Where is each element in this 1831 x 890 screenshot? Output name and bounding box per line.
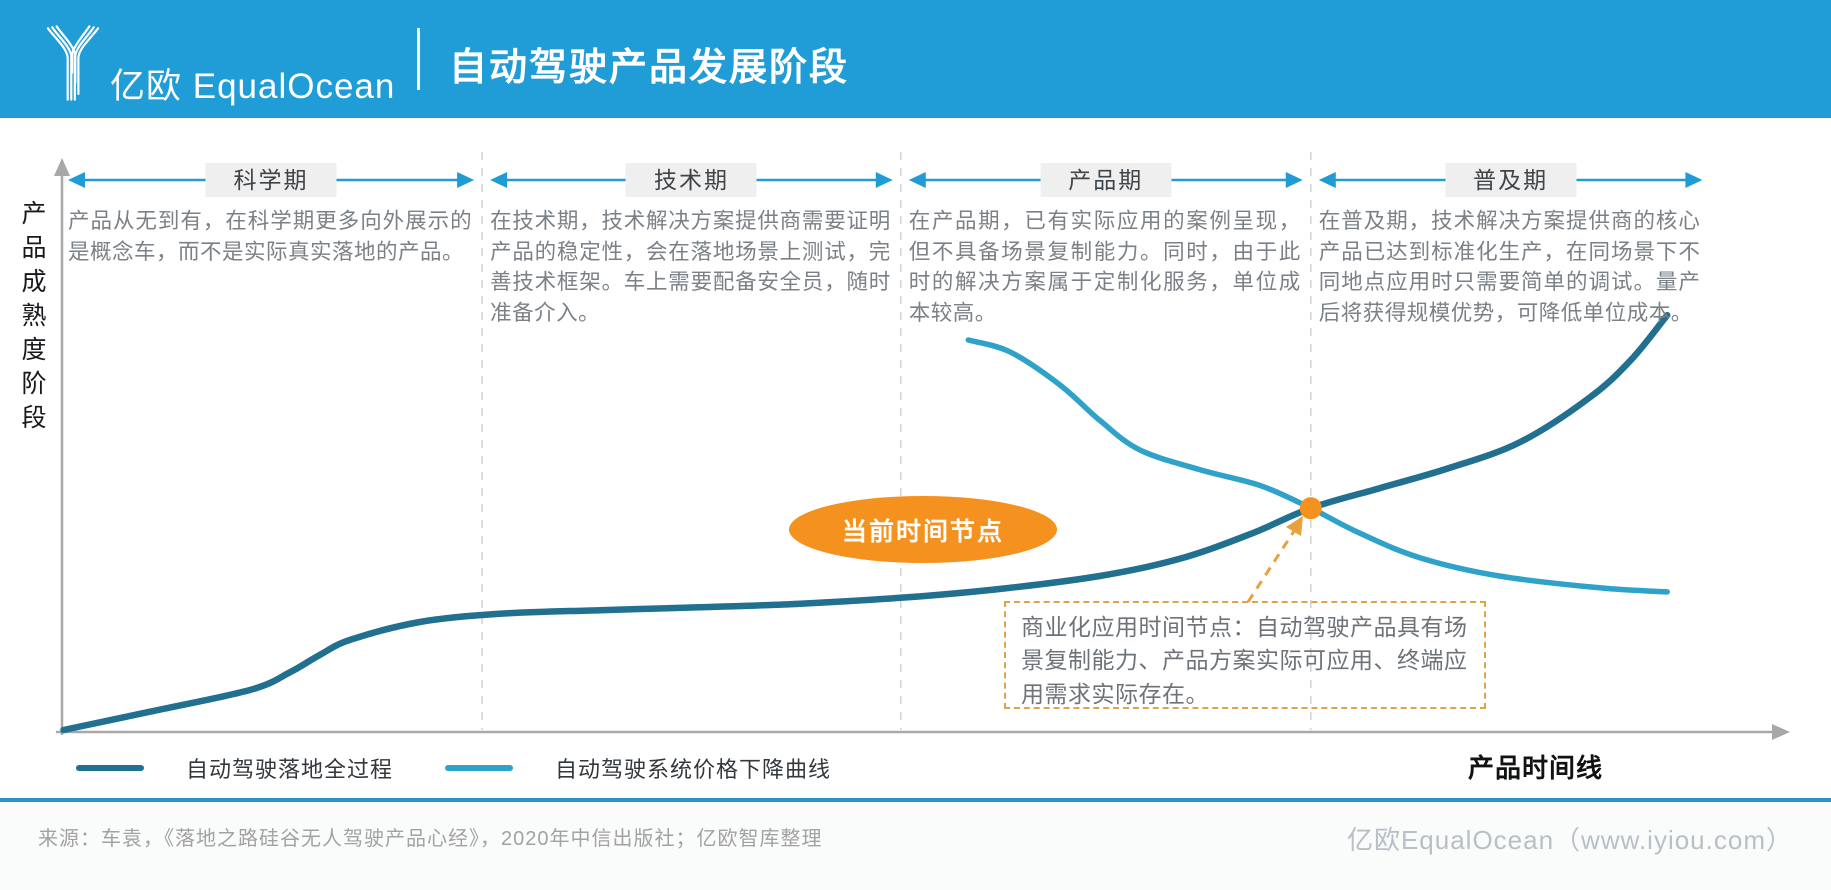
note-arrow	[1246, 516, 1303, 603]
y-axis	[54, 158, 70, 735]
phase-divider-lines	[481, 152, 1312, 730]
data-curves	[60, 311, 1671, 734]
footer-divider-line	[0, 798, 1831, 802]
page-title: 自动驾驶产品发展阶段	[449, 47, 850, 89]
equalocean-logo-icon	[46, 25, 100, 101]
phase-label-popular: 普及期	[1445, 163, 1577, 197]
phase-label-tech: 技术期	[625, 163, 757, 197]
footer-strip	[0, 802, 1831, 890]
current-time-node-badge: 当前时间节点	[789, 496, 1057, 563]
phase-desc-product: 在产品期，已有实际应用的案例呈现，但不具备场景复制能力。同时，由于此时的解决方案…	[908, 209, 1301, 325]
legend-label-light: 自动驾驶系统价格下降曲线	[555, 757, 832, 782]
phase-label-science: 科学期	[205, 163, 337, 197]
site-credit: 亿欧EqualOcean（www.iyiou.com）	[1346, 825, 1793, 855]
legend-label-dark: 自动驾驶落地全过程	[186, 757, 394, 782]
phase-desc-popular: 在普及期，技术解决方案提供商的核心产品已达到标准化生产，在同场景下不同地点应用时…	[1318, 209, 1701, 325]
phase-label-product: 产品期	[1040, 163, 1172, 197]
commercialization-note-box: 商业化应用时间节点：自动驾驶产品具有场景复制能力、产品方案实际可应用、终端应用需…	[1004, 601, 1486, 709]
legend-item-landing-curve: 自动驾驶落地全过程	[76, 752, 393, 784]
source-text: 来源：车袁，《落地之路硅谷无人驾驶产品心经》，2020年中信出版社；亿欧智库整理	[38, 828, 823, 850]
legend-swatch-dark	[76, 765, 144, 771]
legend-item-price-curve: 自动驾驶系统价格下降曲线	[445, 752, 831, 784]
y-axis-label: 产品成熟度阶段	[18, 200, 46, 438]
x-axis-label: 产品时间线	[1468, 753, 1604, 783]
phase-desc-science: 产品从无到有，在科学期更多向外展示的是概念车，而不是实际真实落地的产品。	[68, 209, 473, 264]
header-bar: 亿欧 EqualOcean 自动驾驶产品发展阶段	[0, 0, 1831, 118]
legend-swatch-light	[445, 765, 513, 771]
current-time-node-label: 当前时间节点	[841, 517, 1004, 546]
brand-name: 亿欧 EqualOcean	[110, 67, 396, 106]
phase-desc-tech: 在技术期，技术解决方案提供商需要证明产品的稳定性，会在落地场景上测试，完善技术框…	[490, 209, 891, 325]
header-divider	[417, 28, 420, 90]
x-axis	[56, 724, 1790, 740]
